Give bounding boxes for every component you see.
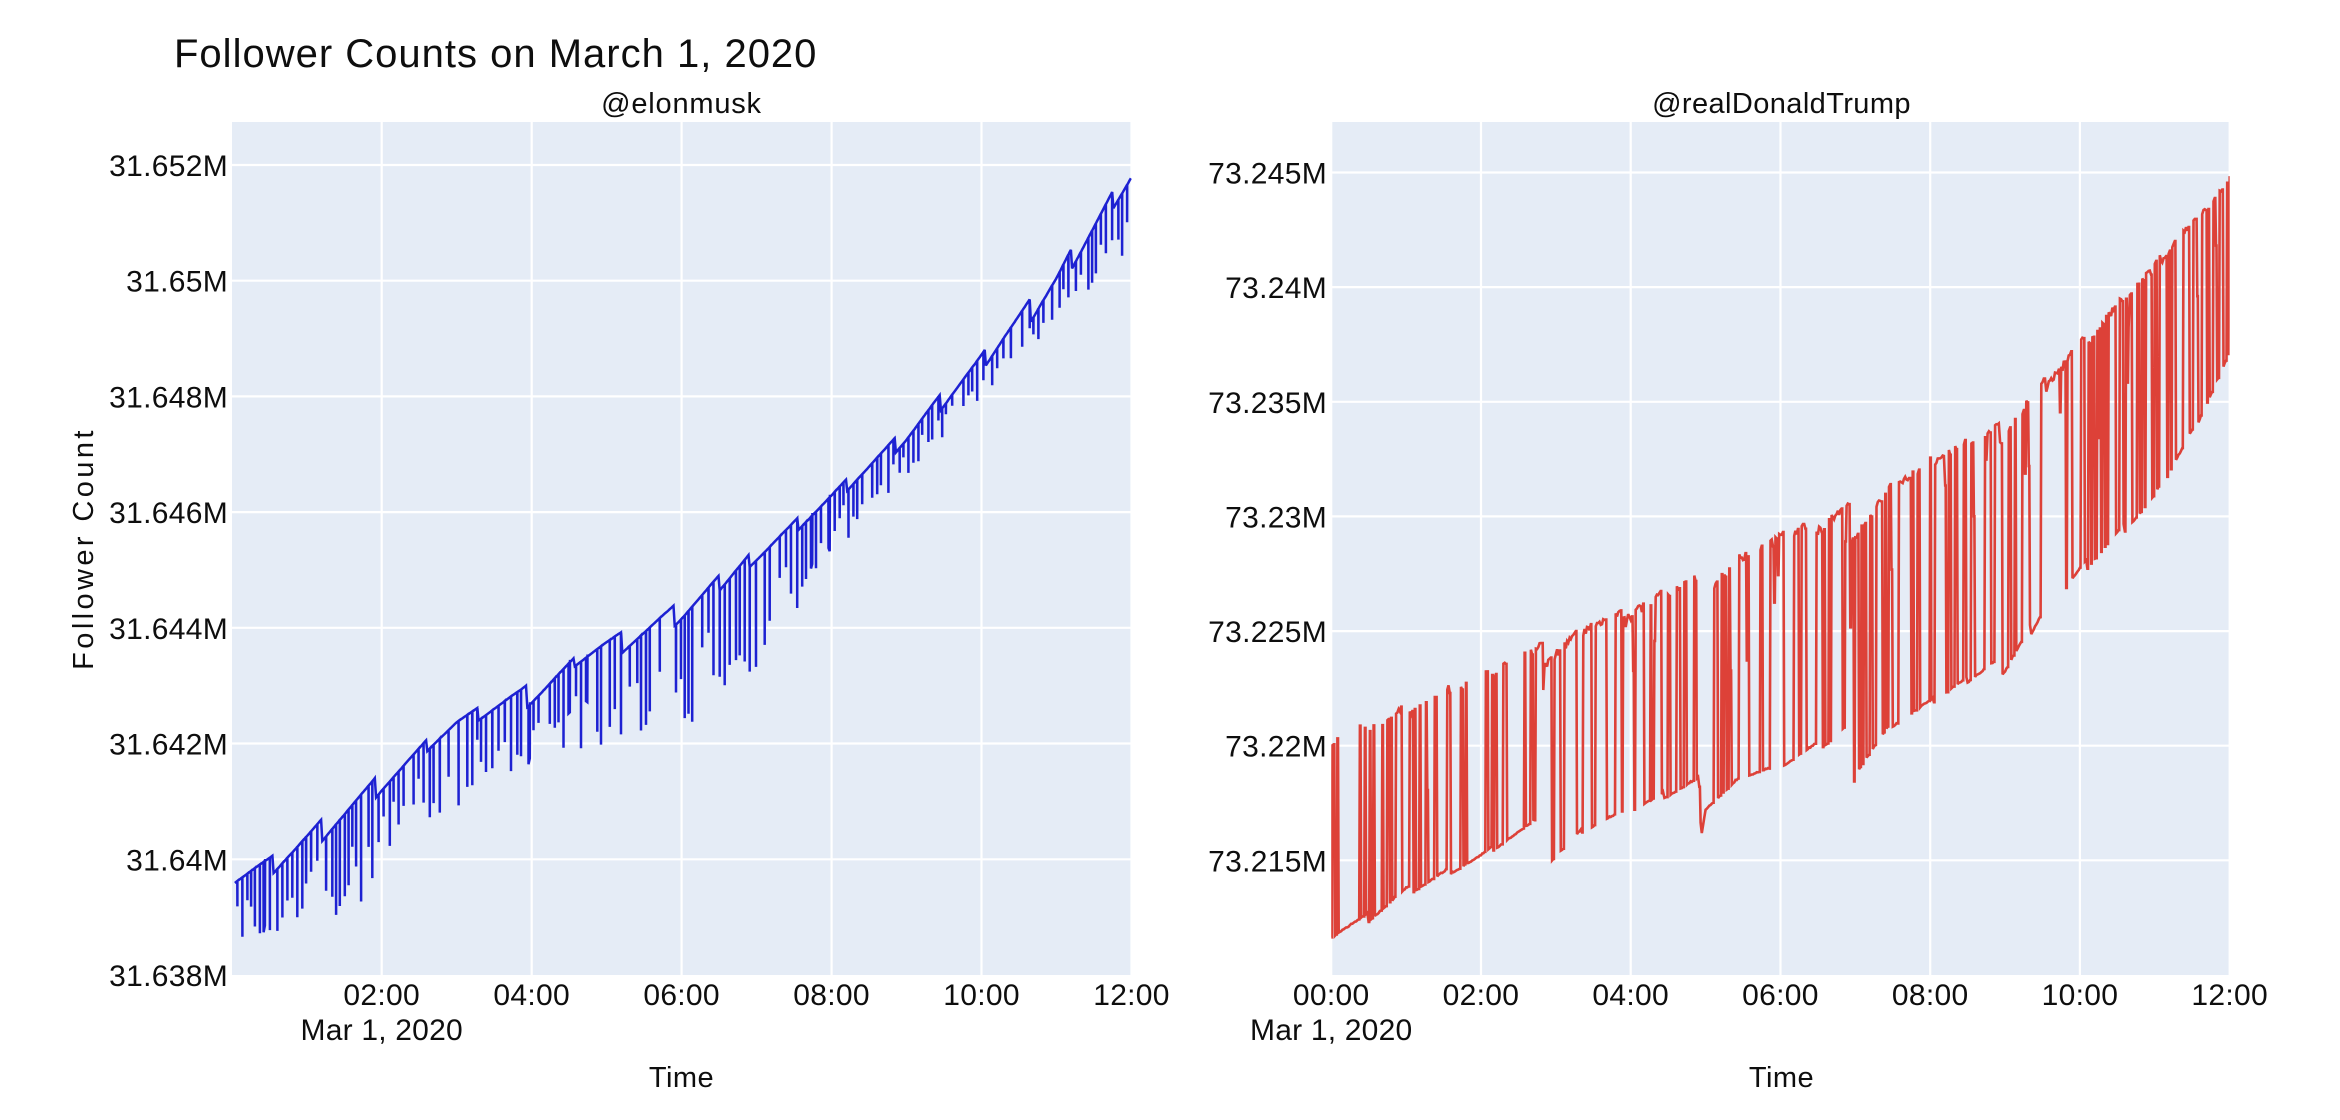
svg-text:73.225M: 73.225M [1208, 616, 1327, 649]
svg-text:02:00: 02:00 [1443, 979, 1520, 1012]
svg-text:Time: Time [649, 1062, 714, 1094]
svg-text:73.22M: 73.22M [1225, 731, 1327, 764]
svg-text:73.245M: 73.245M [1208, 158, 1327, 191]
svg-text:04:00: 04:00 [493, 979, 570, 1012]
svg-text:12:00: 12:00 [1093, 979, 1170, 1012]
svg-text:31.64M: 31.64M [126, 844, 228, 877]
svg-text:10:00: 10:00 [2042, 979, 2119, 1012]
svg-text:08:00: 08:00 [1892, 979, 1969, 1012]
svg-text:Follower Counts on March 1, 20: Follower Counts on March 1, 2020 [174, 32, 817, 76]
svg-text:31.638M: 31.638M [109, 960, 228, 993]
svg-text:10:00: 10:00 [943, 979, 1020, 1012]
svg-text:04:00: 04:00 [1592, 979, 1669, 1012]
svg-text:06:00: 06:00 [643, 979, 720, 1012]
svg-text:00:00: 00:00 [1293, 979, 1370, 1012]
svg-text:@realDonaldTrump: @realDonaldTrump [1652, 88, 1911, 120]
svg-text:Mar 1, 2020: Mar 1, 2020 [1250, 1014, 1412, 1047]
svg-text:06:00: 06:00 [1742, 979, 1819, 1012]
svg-text:73.235M: 73.235M [1208, 387, 1327, 420]
svg-text:31.644M: 31.644M [109, 613, 228, 646]
svg-text:Follower Count: Follower Count [68, 427, 100, 670]
svg-text:31.65M: 31.65M [126, 266, 228, 299]
svg-text:73.23M: 73.23M [1225, 501, 1327, 534]
svg-text:73.215M: 73.215M [1208, 845, 1327, 878]
svg-text:@elonmusk: @elonmusk [601, 88, 762, 120]
svg-text:12:00: 12:00 [2191, 979, 2268, 1012]
svg-text:31.642M: 31.642M [109, 729, 228, 762]
svg-text:02:00: 02:00 [343, 979, 420, 1012]
svg-text:08:00: 08:00 [793, 979, 870, 1012]
svg-text:Time: Time [1749, 1062, 1814, 1094]
svg-text:Mar 1, 2020: Mar 1, 2020 [301, 1014, 463, 1047]
svg-text:73.24M: 73.24M [1225, 272, 1327, 305]
svg-text:31.646M: 31.646M [109, 497, 228, 530]
svg-text:31.652M: 31.652M [109, 150, 228, 183]
svg-text:31.648M: 31.648M [109, 381, 228, 414]
